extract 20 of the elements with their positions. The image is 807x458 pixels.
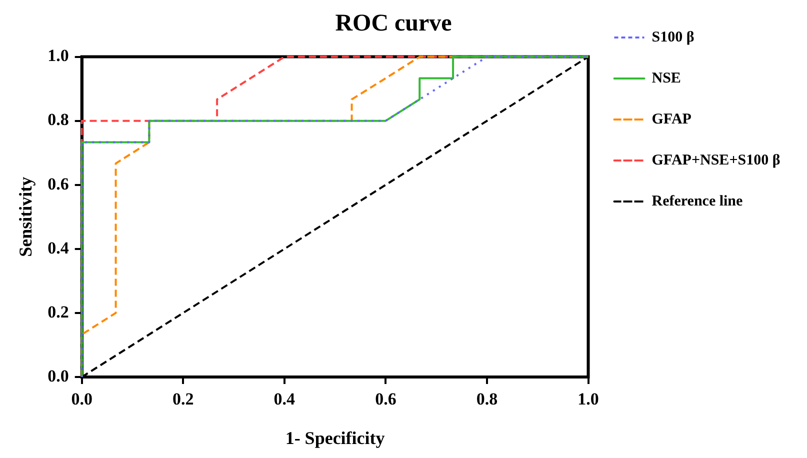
y-tick-label: 0.8: [48, 110, 69, 130]
legend-label: GFAP+NSE+S100 β: [652, 152, 780, 168]
x-tick-label: 0.2: [172, 390, 194, 409]
y-tick-label: 0.0: [48, 366, 69, 386]
legend-label: Reference line: [652, 193, 744, 210]
legend-label: GFAP: [652, 111, 692, 128]
x-axis-title: 1- Specificity: [285, 428, 385, 448]
legend-label: S100 β: [652, 29, 694, 46]
x-tick-label: 1.0: [578, 390, 599, 409]
y-tick-label: 0.4: [48, 238, 70, 258]
x-tick-label: 0.4: [274, 390, 296, 409]
x-tick-label: 0.6: [375, 390, 396, 409]
chart-title: ROC curve: [335, 10, 452, 37]
x-tick-label: 0.0: [71, 390, 92, 409]
y-tick-label: 0.6: [48, 174, 69, 194]
y-tick-label: 1.0: [48, 46, 69, 66]
x-tick-label: 0.8: [476, 390, 498, 409]
y-axis-title: Sensitivity: [15, 176, 36, 257]
legend-label: NSE: [652, 70, 681, 86]
y-tick-label: 0.2: [48, 302, 69, 322]
